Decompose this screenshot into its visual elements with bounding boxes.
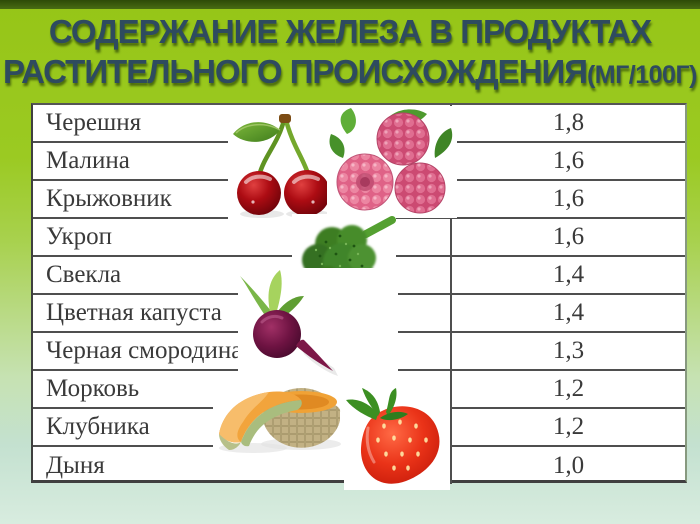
product-name: Черешня [46, 109, 142, 136]
product-name: Морковь [46, 375, 140, 402]
cherries-image [228, 110, 338, 222]
iron-value: 1,8 [450, 105, 685, 141]
iron-value: 1,6 [450, 143, 685, 179]
product-name: Крыжовник [46, 185, 172, 212]
product-name: Цветная капуста [46, 299, 222, 326]
product-name: Укроп [46, 223, 113, 250]
beet-icon [240, 270, 338, 376]
iron-value: 1,0 [450, 447, 685, 484]
raspberries-image [327, 106, 457, 218]
title-unit: (МГ/100Г) [586, 61, 697, 89]
product-name: Свекла [46, 261, 122, 288]
raspberries-icon [329, 108, 453, 214]
product-name: Дыня [46, 451, 105, 479]
slide-title: СОДЕРЖАНИЕ ЖЕЛЕЗА В ПРОДУКТАХ РАСТИТЕЛЬН… [0, 12, 700, 95]
product-name: Малина [46, 147, 130, 174]
table-row: Дыня 1,0 [33, 447, 685, 484]
iron-value: 1,6 [450, 181, 685, 217]
iron-value: 1,4 [450, 295, 685, 331]
title-line-2: РАСТИТЕЛЬНОГО ПРОИСХОЖДЕНИЯ(МГ/100Г) [0, 52, 700, 95]
iron-value: 1,2 [450, 409, 685, 445]
beet-image [238, 268, 398, 382]
iron-value: 1,3 [450, 333, 685, 369]
iron-value: 1,4 [450, 257, 685, 293]
melon-icon [219, 388, 341, 453]
product-name: Клубника [46, 413, 150, 440]
cherries-icon [233, 114, 330, 218]
product-name: Черная смородина [46, 337, 243, 364]
iron-value: 1,6 [450, 219, 685, 255]
title-line-1: СОДЕРЖАНИЕ ЖЕЛЕЗА В ПРОДУКТАХ [48, 13, 652, 50]
melon-image [213, 382, 344, 454]
iron-value: 1,2 [450, 371, 685, 407]
strawberry-image [344, 388, 450, 490]
title-line-2-text: РАСТИТЕЛЬНОГО ПРОИСХОЖДЕНИЯ [3, 53, 588, 90]
top-border-strip [0, 0, 700, 9]
strawberry-icon [346, 388, 440, 484]
